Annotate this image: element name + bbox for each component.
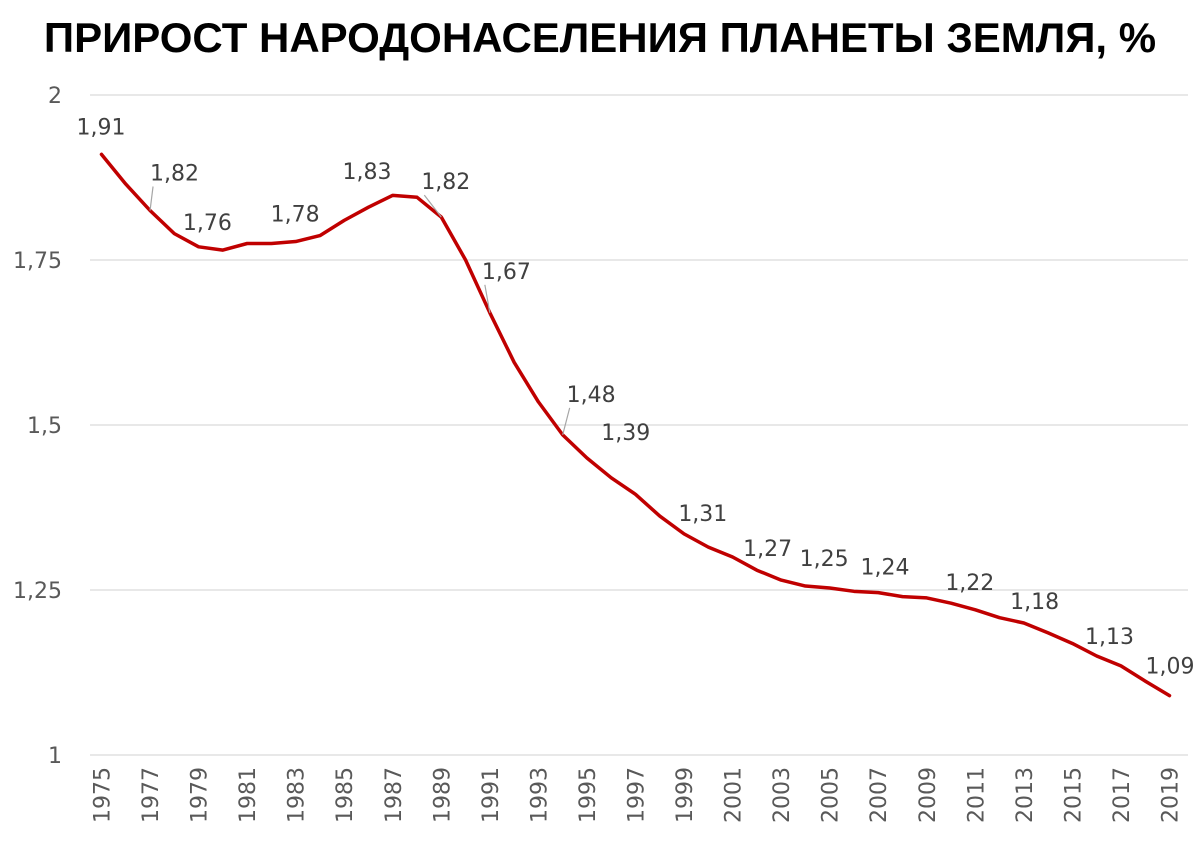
series-line [99, 152, 1172, 698]
y-tick-label: 1,5 [27, 414, 62, 439]
data-label-leader [562, 407, 571, 436]
y-tick-label: 1,25 [13, 579, 62, 604]
x-tick-label: 1981 [236, 767, 261, 823]
chart-title: ПРИРОСТ НАРОДОНАСЕЛЕНИЯ ПЛАНЕТЫ ЗЕМЛЯ, % [43, 14, 1157, 61]
data-label: 1,67 [482, 260, 531, 285]
data-label-leader [149, 186, 154, 211]
x-tick-label: 1989 [430, 767, 455, 823]
x-axis-ticks: 1975 1977 1979 1981 1983 1985 1987 1989 1991 1993… [91, 767, 1184, 823]
x-tick-label: 2001 [722, 767, 747, 823]
x-tick-label: 2009 [916, 767, 941, 823]
gridlines [90, 94, 1188, 756]
data-label: 1,39 [601, 421, 650, 446]
data-label: 1,91 [77, 115, 126, 140]
data-label: 1,27 [743, 537, 792, 562]
x-tick-label: 1983 [285, 767, 310, 823]
x-tick-label: 2011 [964, 767, 989, 823]
data-label: 1,78 [271, 203, 320, 228]
x-tick-label: 1977 [139, 767, 164, 823]
data-label: 1,76 [183, 211, 232, 236]
x-tick-label: 2007 [867, 767, 892, 823]
x-tick-label: 1975 [91, 767, 116, 823]
x-tick-label: 1987 [382, 767, 407, 823]
y-tick-label: 1 [48, 744, 62, 769]
data-label: 1,82 [421, 170, 470, 195]
x-tick-label: 1997 [625, 767, 650, 823]
x-tick-label: 1985 [333, 767, 358, 823]
series-line-group [99, 152, 1172, 698]
data-label-leader [423, 194, 442, 218]
data-label: 1,83 [343, 160, 392, 185]
x-tick-label: 1995 [576, 767, 601, 823]
x-tick-label: 1999 [673, 767, 698, 823]
x-tick-label: 2019 [1159, 767, 1184, 823]
x-tick-label: 1993 [527, 767, 552, 823]
data-label: 1,09 [1146, 655, 1195, 680]
x-tick-label: 2017 [1110, 767, 1135, 823]
x-tick-label: 2013 [1013, 767, 1038, 823]
data-label: 1,18 [1010, 590, 1059, 615]
x-tick-label: 2005 [819, 767, 844, 823]
x-tick-label: 1991 [479, 767, 504, 823]
data-label: 1,22 [945, 571, 994, 596]
x-tick-label: 2003 [770, 767, 795, 823]
y-tick-label: 1,75 [13, 249, 62, 274]
data-label-leader [484, 284, 491, 313]
data-labels: 1,91 1,82 1,76 1,78 1,83 1,82 1,67 1,48 1,39 1,31… [77, 115, 1195, 679]
data-label: 1,82 [150, 162, 199, 187]
data-label: 1,24 [861, 556, 910, 581]
y-tick-label: 2 [48, 84, 62, 109]
y-axis-ticks: 1 1,25 1,5 1,75 2 [13, 84, 62, 769]
data-label: 1,25 [800, 547, 849, 572]
data-label: 1,31 [678, 502, 727, 527]
label-leader-lines [149, 186, 571, 436]
data-label: 1,13 [1085, 625, 1134, 650]
x-tick-label: 1979 [188, 767, 213, 823]
x-tick-label: 2015 [1061, 767, 1086, 823]
data-label: 1,48 [567, 383, 616, 408]
